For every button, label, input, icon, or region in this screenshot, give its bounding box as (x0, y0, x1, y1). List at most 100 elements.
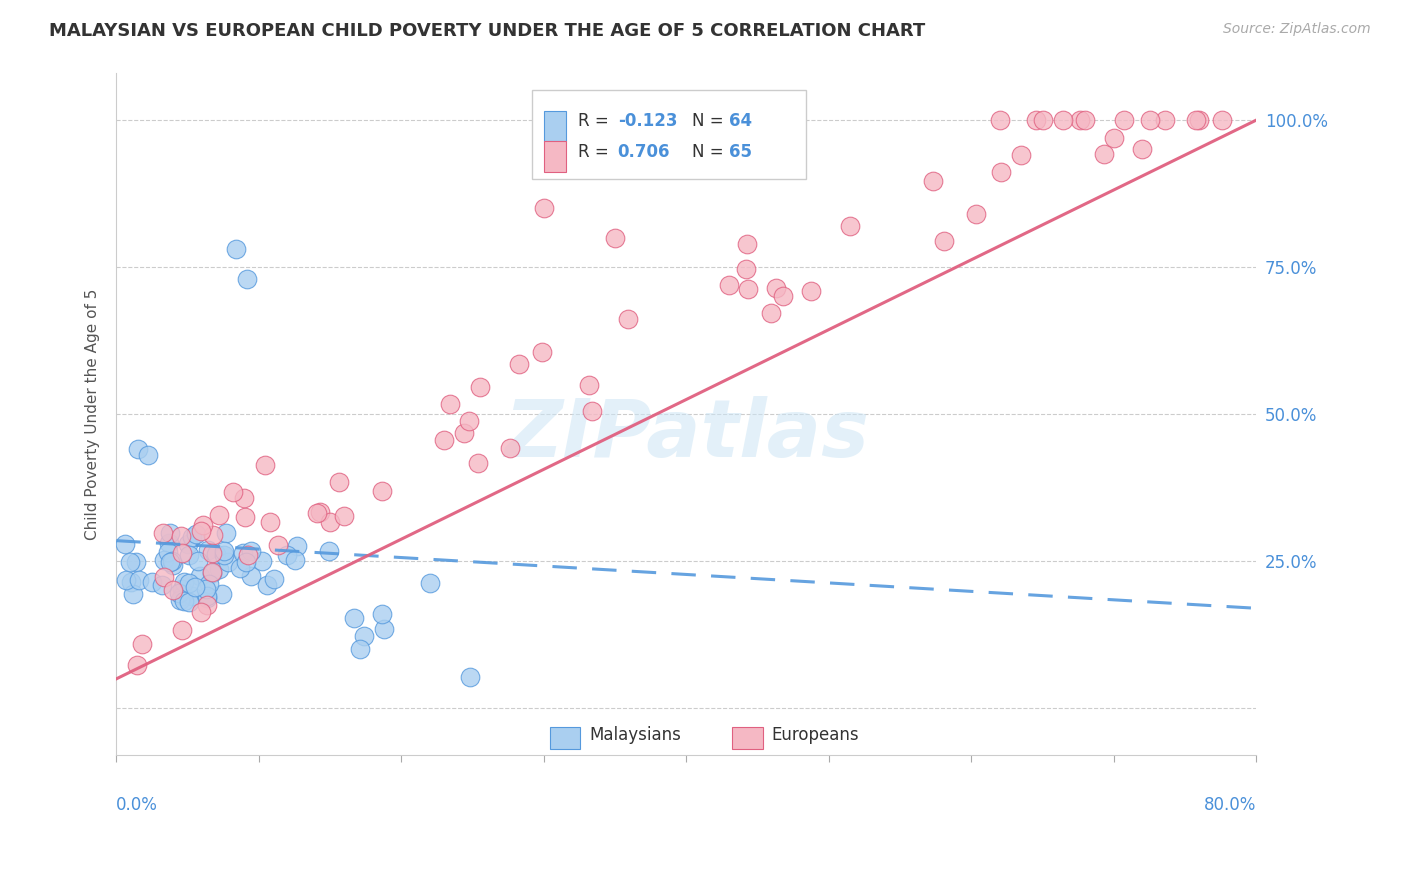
Point (499, 441, 522, 455)
Point (1139, 113, 1161, 128)
Point (460, 670, 482, 684)
Point (921, 173, 943, 187)
Point (1211, 113, 1233, 128)
Point (167, 586, 190, 600)
Point (1114, 113, 1136, 128)
Point (190, 524, 212, 539)
Point (371, 484, 394, 499)
Point (170, 623, 193, 637)
Point (263, 572, 285, 586)
Point (152, 570, 174, 584)
Point (159, 555, 181, 569)
Point (233, 491, 256, 505)
Point (177, 537, 200, 551)
Point (734, 262, 756, 277)
Point (1153, 113, 1175, 128)
Point (419, 576, 441, 591)
Point (309, 505, 332, 519)
Point (259, 515, 281, 529)
Point (156, 545, 179, 559)
Point (160, 554, 183, 568)
Point (1132, 143, 1154, 157)
Point (221, 485, 243, 500)
Y-axis label: Child Poverty Under the Age of 5: Child Poverty Under the Age of 5 (86, 288, 100, 540)
Point (162, 558, 184, 573)
Point (201, 565, 224, 579)
Text: 80.0%: 80.0% (1204, 797, 1257, 814)
Point (193, 518, 215, 533)
Text: ZIPatlas: ZIPatlas (503, 396, 869, 474)
Text: N =: N = (692, 112, 728, 130)
Point (765, 280, 787, 294)
Point (169, 592, 191, 607)
Point (131, 637, 153, 651)
FancyBboxPatch shape (544, 141, 567, 172)
Point (240, 569, 263, 583)
Point (373, 622, 395, 636)
Point (307, 506, 329, 520)
Point (170, 589, 193, 603)
Point (318, 543, 340, 558)
FancyBboxPatch shape (544, 111, 567, 141)
Point (581, 404, 603, 418)
FancyBboxPatch shape (550, 727, 581, 748)
Point (578, 378, 600, 392)
Point (508, 357, 530, 371)
Point (152, 525, 174, 540)
Text: 0.706: 0.706 (617, 143, 671, 161)
Point (125, 657, 148, 672)
Point (179, 595, 201, 609)
Point (1010, 147, 1032, 161)
Point (215, 526, 238, 541)
Point (932, 234, 955, 248)
Point (433, 433, 456, 447)
Point (225, 243, 247, 257)
Point (208, 508, 231, 522)
Point (205, 547, 228, 561)
Point (759, 306, 782, 320)
Point (1069, 113, 1091, 128)
Point (235, 555, 257, 569)
Point (1102, 130, 1125, 145)
Point (616, 311, 638, 326)
Point (236, 548, 259, 562)
Point (157, 536, 180, 550)
Text: R =: R = (578, 143, 614, 161)
Point (1032, 113, 1054, 128)
Point (284, 553, 307, 567)
Point (371, 607, 394, 622)
Point (328, 475, 350, 489)
Point (735, 236, 758, 251)
Point (240, 543, 263, 558)
Point (170, 582, 193, 596)
Point (1025, 113, 1047, 128)
Point (177, 548, 200, 562)
Point (349, 641, 371, 656)
Text: MALAYSIAN VS EUROPEAN CHILD POVERTY UNDER THE AGE OF 5 CORRELATION CHART: MALAYSIAN VS EUROPEAN CHILD POVERTY UNDE… (49, 22, 925, 40)
Point (458, 414, 481, 428)
Point (533, 201, 555, 215)
Point (1052, 113, 1074, 128)
Point (181, 589, 204, 603)
Point (183, 580, 205, 594)
Point (186, 527, 208, 541)
Point (211, 587, 233, 601)
Point (128, 573, 150, 587)
Point (285, 540, 308, 554)
Point (965, 207, 987, 221)
Point (214, 549, 236, 563)
Point (208, 562, 231, 576)
Text: Europeans: Europeans (772, 726, 859, 744)
Point (201, 528, 224, 542)
Point (453, 425, 475, 440)
Text: 65: 65 (730, 143, 752, 161)
Point (254, 458, 277, 472)
Point (201, 566, 224, 581)
Point (180, 530, 202, 544)
Point (179, 576, 201, 591)
Point (172, 546, 194, 560)
Text: 64: 64 (730, 112, 752, 130)
Point (530, 344, 553, 359)
Point (1092, 147, 1115, 161)
Point (195, 589, 218, 603)
